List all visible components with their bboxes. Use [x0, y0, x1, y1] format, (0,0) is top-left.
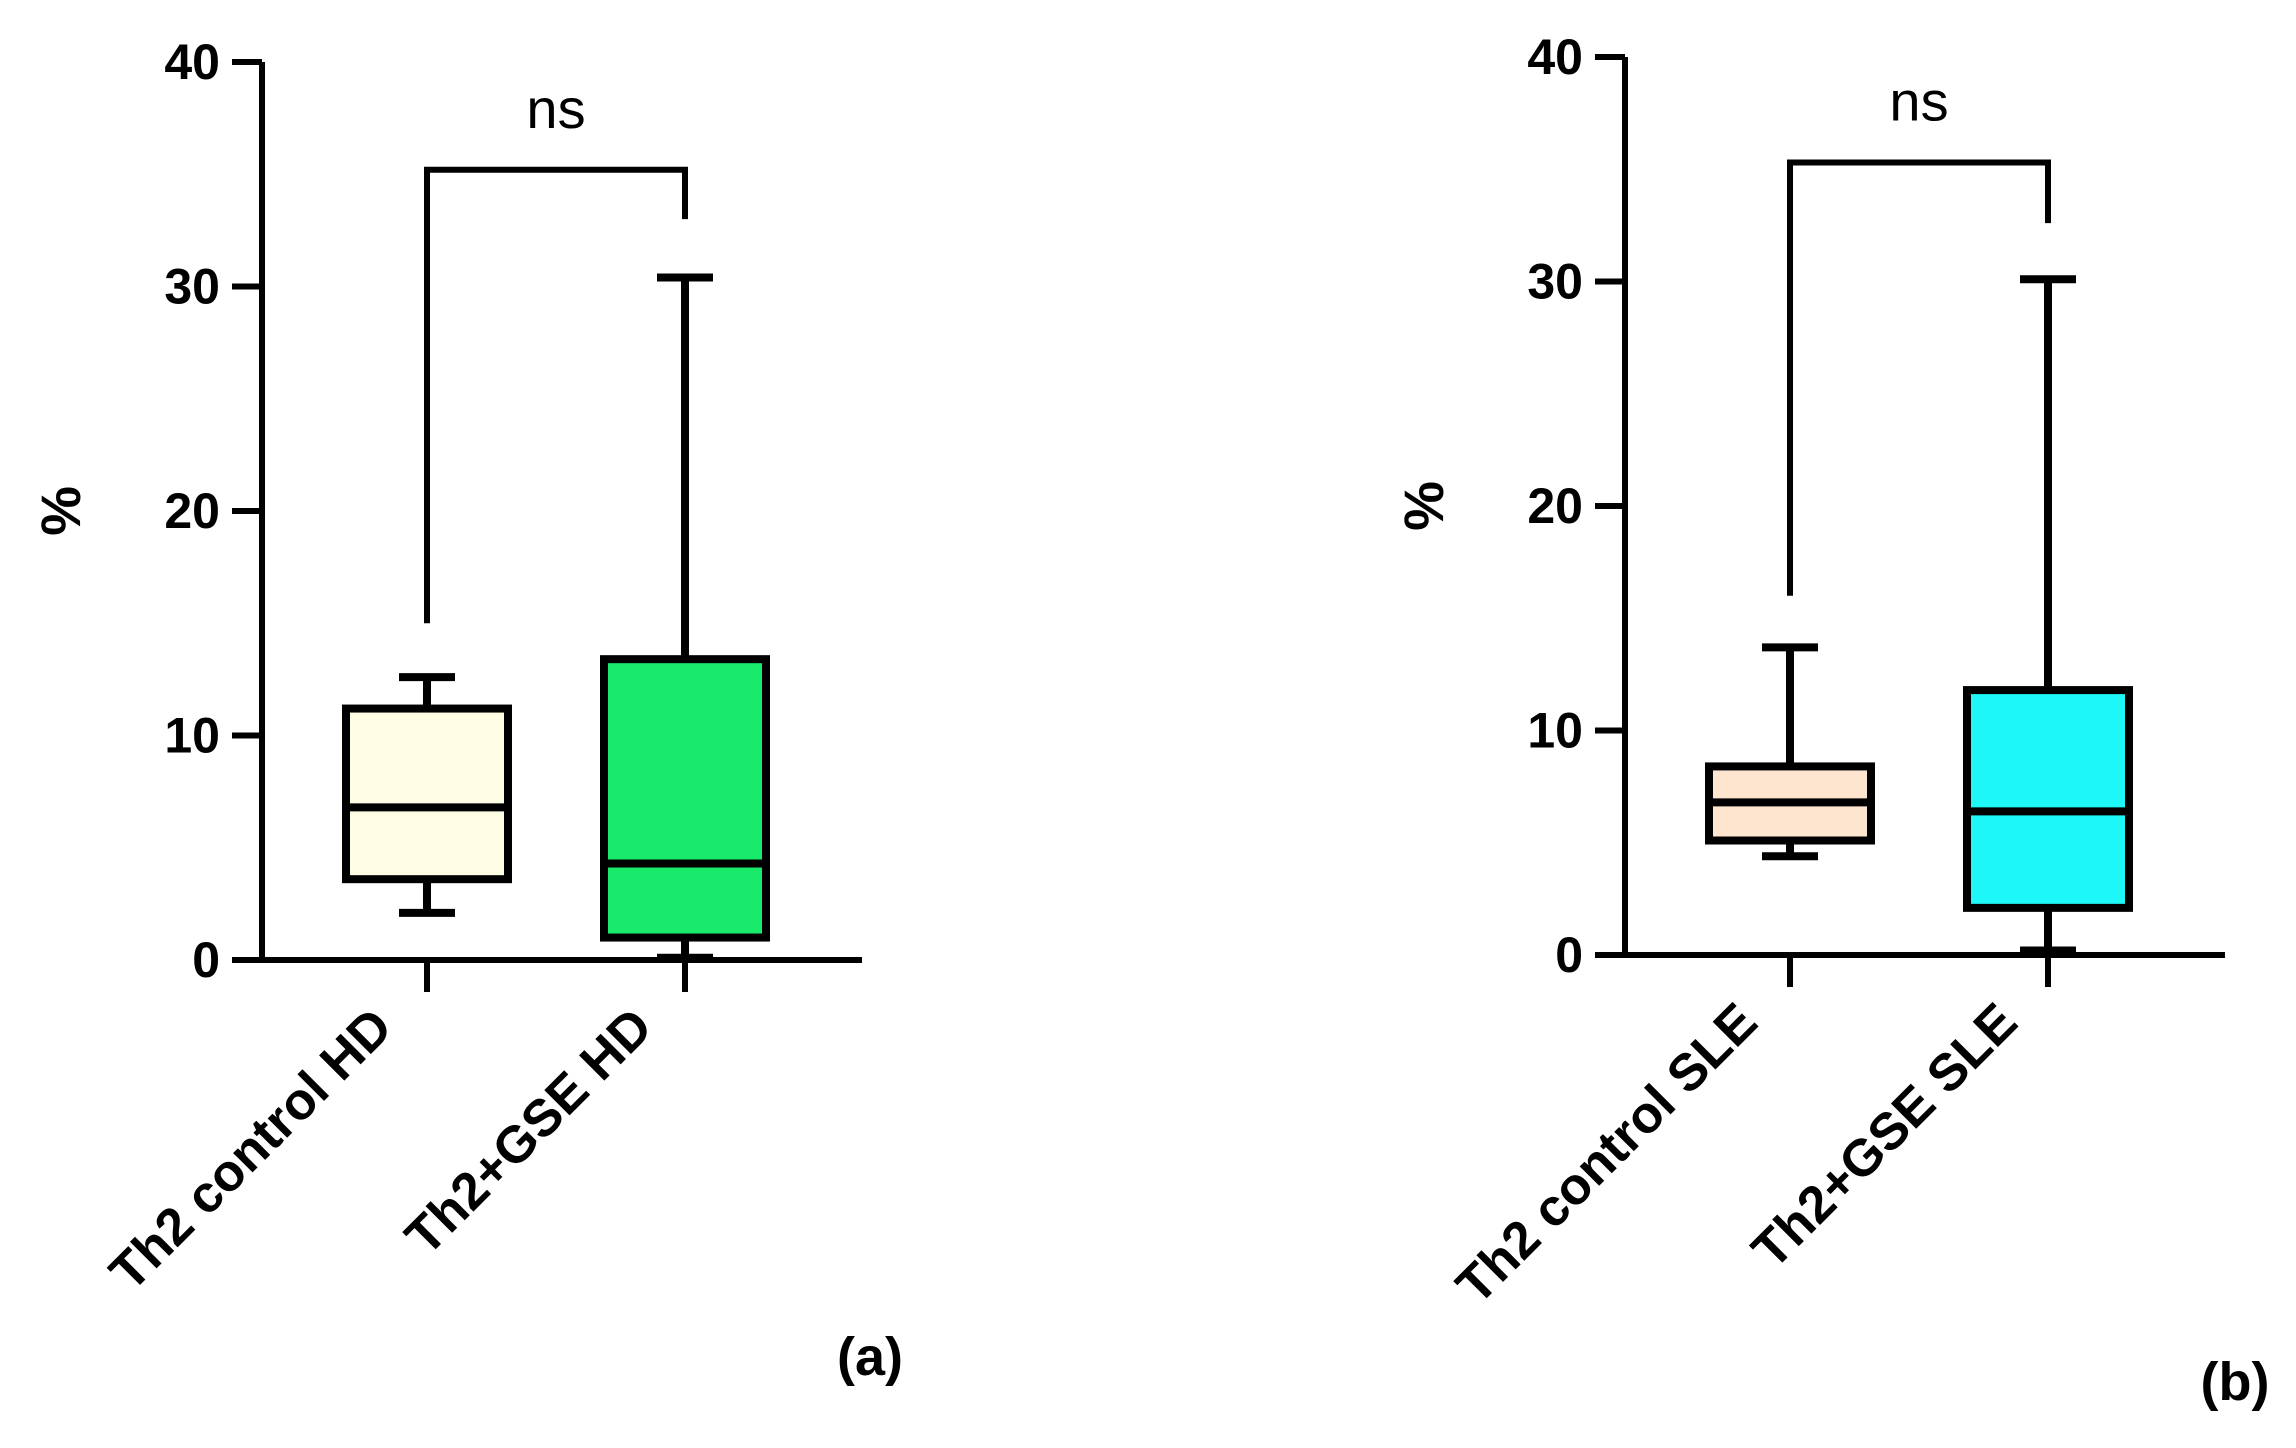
- panel-a-label: (a): [837, 1327, 903, 1387]
- panel-b-y-tick-label: 30: [1527, 254, 1583, 310]
- box-iqr: [600, 655, 770, 942]
- panel-b-significance-label: ns: [1889, 70, 1948, 133]
- panel-b-label: (b): [2201, 1352, 2270, 1412]
- panel-a-y-tick-label: 0: [192, 932, 220, 988]
- panel-a-x-tick-label: Th2 control HD: [99, 997, 404, 1302]
- panel-b-box-1: [1705, 643, 1875, 861]
- panel-b-box-2: [1963, 275, 2133, 955]
- panel-a-box-1: [342, 673, 512, 917]
- panel-b-y-tick-label: 0: [1555, 927, 1583, 983]
- panel-a-y-tick-label: 30: [164, 259, 220, 315]
- panel-a-y-tick-label: 10: [164, 708, 220, 764]
- panel-b-y-tick-label: 10: [1527, 703, 1583, 759]
- panel-a-y-tick-label: 40: [164, 34, 220, 90]
- panel-a-y-tick-label: 20: [164, 483, 220, 539]
- panel-b-significance-bracket: [1787, 159, 2051, 596]
- panel-a-significance-label: ns: [526, 77, 585, 140]
- panel-b-y-tick-label: 20: [1527, 478, 1583, 534]
- panel-a-significance-bracket: [424, 166, 688, 624]
- panel-a-x-tick-label: Th2+GSE HD: [395, 997, 664, 1266]
- panel-b-y-axis-label: %: [1392, 481, 1455, 531]
- panel-b-x-tick-label: Th2 control SLE: [1446, 992, 1769, 1315]
- panel-a-box-2: [600, 273, 770, 962]
- box-iqr: [1963, 686, 2133, 912]
- box-iqr: [342, 704, 512, 884]
- panel-a-y-axis-label: %: [29, 486, 92, 536]
- panel-b-x-tick-label: Th2+GSE SLE: [1741, 992, 2028, 1279]
- panel-b-y-tick-label: 40: [1527, 29, 1583, 85]
